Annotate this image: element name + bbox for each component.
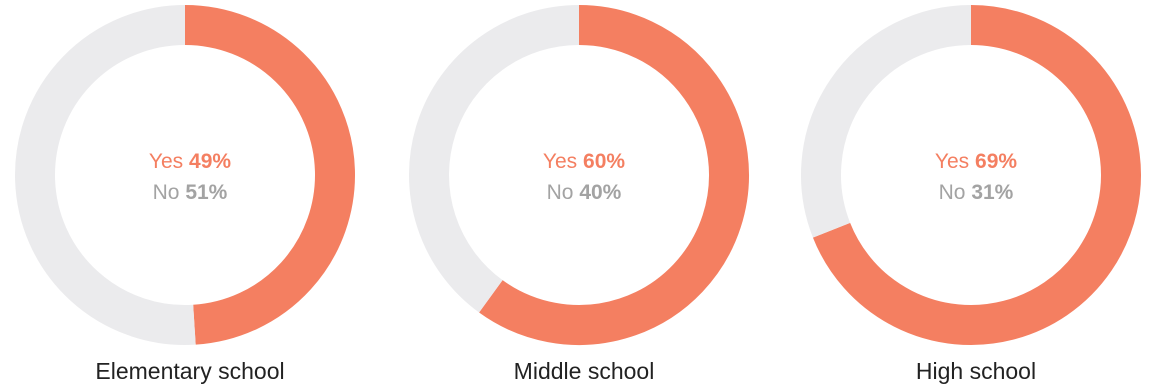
donut-chart	[801, 5, 1141, 345]
yes-center-label: Yes 69%	[786, 148, 1150, 176]
no-center-label: No 31%	[786, 179, 1150, 207]
yes-slice	[812, 5, 1141, 345]
chart-label: High school	[915, 358, 1037, 384]
no-value: 51%	[185, 181, 228, 204]
no-slice	[409, 5, 580, 313]
no-center-label: No 51%	[0, 179, 380, 207]
donut-panel-high: Yes 69% No 31% High school	[786, 0, 1150, 391]
yes-value: 60%	[583, 150, 626, 173]
no-center-label: No 40%	[394, 179, 774, 207]
yes-value: 49%	[189, 150, 232, 173]
donut-panel-middle: Yes 60% No 40% Middle school	[394, 0, 774, 391]
no-slice	[801, 5, 972, 238]
no-label: No	[152, 181, 180, 204]
no-value: 31%	[971, 181, 1014, 204]
yes-center-label: Yes 60%	[394, 148, 774, 176]
donut-panel-elementary: Yes 49% No 51% Elementary school	[0, 0, 380, 391]
yes-slice	[479, 5, 749, 345]
chart-label: Elementary school	[95, 358, 285, 384]
chart-label: Middle school	[513, 358, 655, 384]
yes-label: Yes	[934, 150, 970, 173]
no-label: No	[938, 181, 966, 204]
yes-slice	[184, 5, 355, 345]
yes-center-label: Yes 49%	[0, 148, 380, 176]
donut-chart	[409, 5, 749, 345]
no-label: No	[546, 181, 574, 204]
no-slice	[15, 5, 196, 345]
no-value: 40%	[579, 181, 622, 204]
yes-label: Yes	[148, 150, 184, 173]
yes-value: 69%	[975, 150, 1018, 173]
donut-chart	[15, 5, 355, 345]
yes-label: Yes	[542, 150, 578, 173]
